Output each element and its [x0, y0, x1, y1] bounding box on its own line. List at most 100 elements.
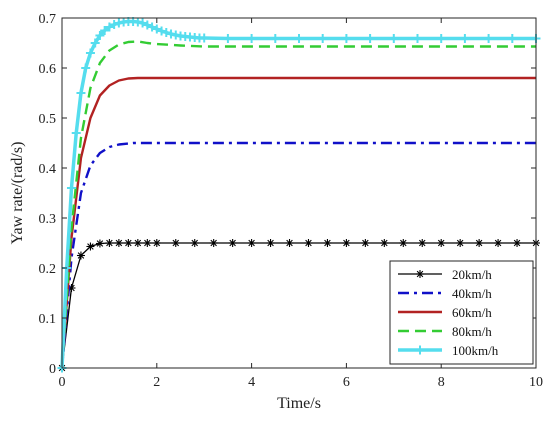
star-stroke	[191, 239, 198, 247]
x-tick-label: 2	[153, 375, 160, 390]
data-point	[294, 34, 304, 43]
legend-label: 60km/h	[452, 305, 492, 320]
data-point	[105, 239, 114, 247]
data-point	[507, 34, 517, 43]
data-point	[190, 239, 199, 247]
legend-item: 60km/h	[398, 305, 492, 320]
star-stroke	[418, 239, 426, 247]
star-stroke	[153, 239, 161, 247]
data-point	[399, 239, 408, 247]
star-stroke	[475, 239, 483, 247]
data-point	[100, 26, 110, 35]
star-stroke	[87, 243, 94, 250]
star-stroke	[286, 239, 293, 247]
data-point	[157, 26, 167, 36]
star-stroke	[77, 252, 85, 259]
data-point	[323, 239, 332, 247]
series-layer	[57, 17, 541, 373]
data-point	[342, 239, 351, 247]
series-60km/h	[60, 76, 536, 369]
star-stroke	[229, 239, 236, 247]
y-tick-label: 0.2	[39, 262, 57, 277]
x-tick-label: 8	[438, 375, 445, 390]
data-point	[109, 20, 119, 29]
data-point	[365, 34, 375, 43]
y-tick-label: 0.5	[39, 112, 57, 127]
data-point	[494, 239, 503, 247]
star-stroke	[494, 239, 502, 247]
star-stroke	[513, 239, 521, 247]
star-stroke	[134, 239, 142, 247]
star-stroke	[267, 239, 274, 247]
data-point	[133, 239, 142, 247]
legend-item: 100km/h	[398, 343, 499, 358]
data-point	[513, 239, 522, 247]
star-stroke	[343, 239, 350, 247]
star-stroke	[400, 239, 407, 247]
data-point	[147, 22, 157, 32]
y-tick-label: 0.4	[39, 162, 57, 177]
data-point	[95, 239, 104, 248]
star-stroke	[96, 240, 104, 247]
star-stroke	[210, 239, 217, 247]
data-point	[380, 239, 389, 247]
data-point	[81, 63, 91, 73]
data-point	[228, 239, 237, 247]
data-point	[456, 239, 465, 247]
star-stroke	[456, 239, 464, 247]
series-40km/h	[60, 141, 536, 369]
data-point	[142, 20, 152, 30]
data-point	[90, 38, 100, 48]
legend: 20km/h 40km/h 60km/h 80km/h 100km/h	[389, 260, 534, 365]
data-point	[341, 34, 351, 43]
data-point	[266, 239, 275, 247]
x-tick-label: 6	[343, 375, 350, 390]
data-point	[138, 18, 148, 28]
star-stroke	[144, 239, 151, 247]
star-stroke	[115, 239, 123, 247]
data-point	[361, 239, 370, 247]
y-tick-label: 0.7	[39, 12, 57, 27]
legend-marker	[415, 345, 425, 355]
series-20km/h	[58, 239, 540, 372]
data-point	[285, 239, 294, 247]
y-tick-label: 0	[49, 362, 56, 377]
legend-item: 80km/h	[398, 324, 492, 339]
data-point	[124, 239, 133, 247]
data-point	[475, 239, 484, 247]
x-tick-label: 10	[529, 375, 543, 390]
star-stroke	[416, 270, 424, 278]
legend-label: 80km/h	[452, 324, 492, 339]
data-point	[247, 239, 256, 247]
data-point	[270, 34, 280, 43]
star-stroke	[437, 239, 445, 247]
ticks-layer: 0 2 4 6 8 10 0 0.1 0.2 0.3 0.4 0.5 0.6 0.7	[39, 12, 544, 390]
data-point	[460, 34, 470, 43]
y-tick-label: 0.1	[39, 312, 57, 327]
data-point	[152, 239, 161, 247]
data-point	[66, 183, 76, 193]
y-tick-label: 0.3	[39, 212, 57, 227]
series-line	[60, 40, 536, 369]
data-point	[413, 34, 422, 43]
data-point	[76, 251, 85, 260]
data-point	[318, 34, 328, 43]
star-stroke	[381, 239, 388, 247]
star-stroke	[172, 239, 180, 247]
x-axis-label: Time/s	[277, 395, 321, 412]
data-point	[418, 239, 427, 247]
legend-label: 100km/h	[452, 343, 499, 358]
legend-item: 20km/h	[398, 267, 492, 282]
star-stroke	[125, 239, 132, 247]
series-line	[60, 76, 536, 369]
series-80km/h	[60, 40, 536, 369]
y-tick-label: 0.6	[39, 62, 57, 77]
data-point	[85, 48, 95, 58]
data-point	[199, 33, 209, 43]
data-point	[437, 239, 446, 247]
star-stroke	[106, 239, 113, 247]
data-point	[484, 34, 494, 43]
data-point	[304, 239, 313, 247]
legend-box	[389, 260, 534, 365]
